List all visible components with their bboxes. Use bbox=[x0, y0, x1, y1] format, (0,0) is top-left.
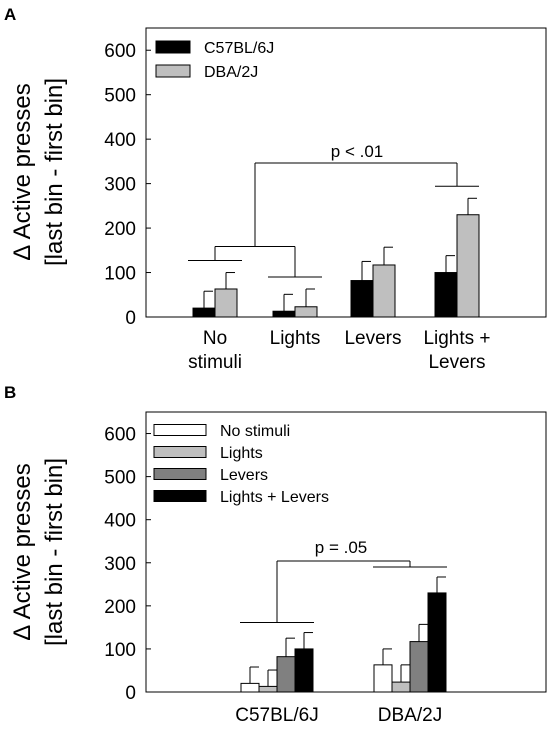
y-tick-label: 0 bbox=[125, 683, 136, 704]
legend-label: Levers bbox=[220, 467, 268, 484]
y-axis-label: [last bin - first bin] bbox=[41, 78, 68, 266]
y-tick-label: 200 bbox=[104, 597, 136, 618]
x-category-label: No bbox=[203, 328, 227, 349]
y-tick-label: 500 bbox=[104, 86, 136, 107]
y-tick-label: 600 bbox=[104, 41, 136, 62]
y-axis-label: Δ Active presses bbox=[9, 83, 36, 260]
y-tick-label: 200 bbox=[104, 219, 136, 240]
x-category-label: C57BL/6J bbox=[235, 705, 318, 726]
panel-b: B 0 100 200 300 400 500 600 Δ Active presses [la… bbox=[4, 383, 547, 726]
bar bbox=[409, 641, 429, 693]
y-tick-label: 300 bbox=[104, 175, 136, 196]
bar bbox=[372, 264, 396, 318]
x-category-label: Lights bbox=[270, 328, 321, 349]
bar bbox=[434, 272, 458, 318]
y-tick-label: 400 bbox=[104, 130, 136, 151]
plot-frame bbox=[145, 27, 547, 318]
y-tick-label: 0 bbox=[125, 308, 136, 329]
significance-annotation: p < .01 bbox=[331, 142, 383, 161]
panel-a: A 0 100 200 300 400 500 600 Δ Active presses [la… bbox=[4, 5, 547, 373]
bar bbox=[214, 288, 238, 318]
legend-label: C57BL/6J bbox=[204, 40, 274, 57]
panel-b-label: B bbox=[4, 383, 16, 402]
bar bbox=[192, 307, 216, 318]
bar bbox=[272, 310, 296, 318]
legend-label: DBA/2J bbox=[204, 64, 258, 81]
x-category-label: Levers bbox=[344, 328, 401, 349]
y-tick-label: 100 bbox=[104, 264, 136, 285]
bar bbox=[276, 656, 296, 693]
bar bbox=[350, 280, 374, 318]
legend-swatch bbox=[153, 468, 207, 480]
panel-a-label: A bbox=[4, 5, 16, 24]
bar bbox=[294, 648, 314, 693]
legend-swatch bbox=[153, 424, 207, 436]
bar bbox=[427, 592, 447, 693]
bar bbox=[240, 682, 260, 693]
bar bbox=[294, 306, 318, 318]
legend-label: Lights + Levers bbox=[220, 489, 329, 506]
y-tick-label: 500 bbox=[104, 468, 136, 489]
y-axis-label: Δ Active presses bbox=[9, 463, 36, 640]
bar bbox=[456, 214, 480, 318]
x-category-label: Lights + bbox=[423, 328, 490, 349]
bar bbox=[373, 664, 393, 693]
legend-label: No stimuli bbox=[220, 423, 290, 440]
y-tick-label: 300 bbox=[104, 554, 136, 575]
x-category-label: Levers bbox=[428, 352, 485, 373]
significance-annotation: p = .05 bbox=[315, 538, 367, 557]
x-category-label: stimuli bbox=[188, 352, 242, 373]
legend-label: Lights bbox=[220, 445, 263, 462]
legend-swatch bbox=[155, 40, 191, 54]
y-tick-label: 400 bbox=[104, 511, 136, 532]
legend-swatch bbox=[153, 446, 207, 458]
x-category-label: DBA/2J bbox=[378, 705, 442, 726]
y-axis-label: [last bin - first bin] bbox=[41, 458, 68, 646]
plot-frame bbox=[145, 411, 547, 693]
bar bbox=[258, 685, 278, 693]
legend-swatch bbox=[153, 490, 207, 502]
y-tick-label: 600 bbox=[104, 425, 136, 446]
bar bbox=[391, 681, 411, 693]
y-tick-label: 100 bbox=[104, 640, 136, 661]
legend-swatch bbox=[155, 64, 191, 78]
